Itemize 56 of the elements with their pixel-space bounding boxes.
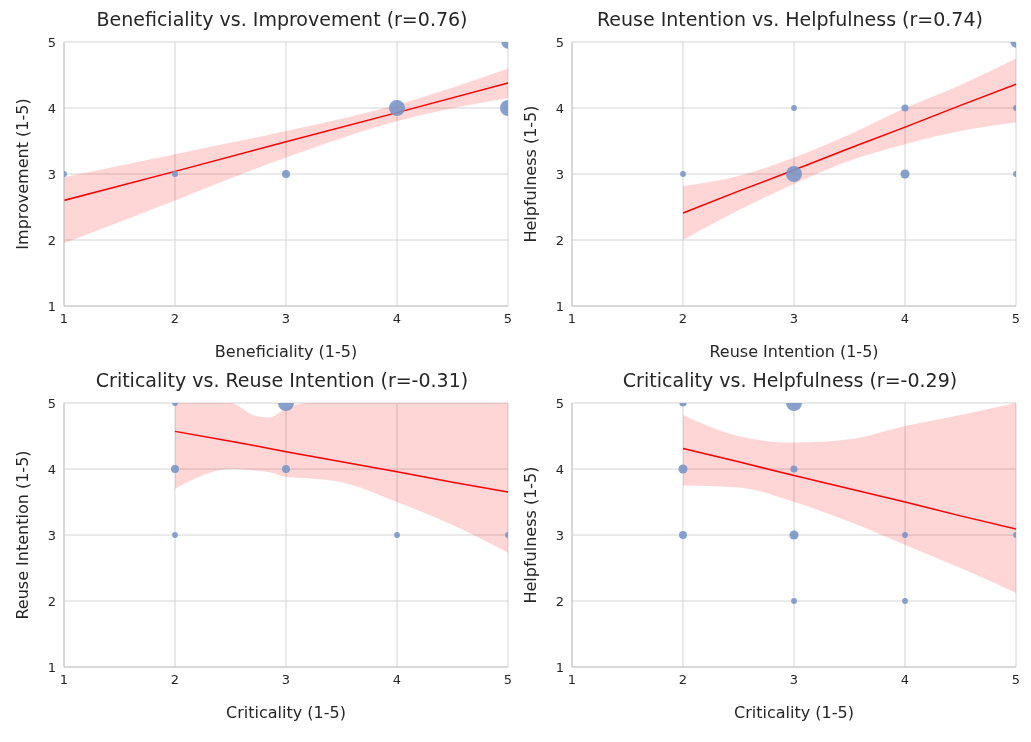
x-tick-label: 3 — [281, 311, 291, 327]
x-tick-label: 2 — [678, 672, 688, 688]
x-tick-label: 1 — [59, 311, 69, 327]
y-tick-label: 2 — [555, 232, 564, 248]
y-tick-label: 2 — [555, 593, 564, 609]
y-tick-label: 1 — [47, 298, 56, 314]
x-tick-label: 5 — [503, 311, 513, 327]
chart-title: Reuse Intention vs. Helpfulness (r=0.74) — [596, 8, 984, 32]
y-axis-title: Reuse Intention (1-5) — [12, 450, 32, 620]
y-tick-label: 5 — [555, 395, 564, 411]
y-tick-label: 5 — [47, 395, 56, 411]
y-tick-label: 4 — [555, 461, 564, 477]
line-series — [174, 430, 508, 493]
y-axis-title: Improvement (1-5) — [12, 98, 32, 250]
line-series — [64, 82, 508, 202]
chart-title: Criticality vs. Helpfulness (r=-0.29) — [621, 369, 959, 393]
x-tick-label: 3 — [281, 672, 291, 688]
y-tick-label: 4 — [47, 461, 56, 477]
x-tick-label: 4 — [392, 311, 402, 327]
chart-title: Criticality vs. Reuse Intention (r=-0.31) — [94, 369, 470, 393]
chart-title: Beneficiality vs. Improvement (r=0.76) — [95, 8, 469, 32]
x-axis-title: Reuse Intention (1-5) — [709, 342, 879, 361]
x-tick-label: 2 — [170, 311, 180, 327]
x-tick-label: 4 — [900, 311, 910, 327]
line-series — [682, 83, 1016, 214]
y-tick-label: 3 — [555, 166, 564, 182]
y-tick-label: 4 — [555, 100, 564, 116]
y-tick-label: 5 — [47, 34, 56, 50]
x-tick-label: 5 — [1011, 672, 1021, 688]
y-tick-label: 1 — [555, 659, 564, 675]
x-tick-label: 4 — [900, 672, 910, 688]
x-tick-label: 3 — [789, 311, 799, 327]
x-axis-title: Criticality (1-5) — [226, 703, 346, 722]
x-tick-label: 1 — [567, 311, 577, 327]
x-tick-label: 4 — [392, 672, 402, 688]
x-axis-title: Beneficiality (1-5) — [214, 342, 358, 361]
y-tick-label: 2 — [47, 232, 56, 248]
y-axis-title: Helpfulness (1-5) — [520, 466, 540, 604]
x-tick-label: 2 — [170, 672, 180, 688]
x-tick-label: 5 — [503, 672, 513, 688]
y-tick-label: 3 — [47, 166, 56, 182]
y-tick-label: 1 — [555, 298, 564, 314]
y-tick-label: 3 — [47, 527, 56, 543]
y-tick-label: 3 — [555, 527, 564, 543]
x-tick-label: 2 — [678, 311, 688, 327]
x-tick-label: 1 — [567, 672, 577, 688]
x-tick-label: 3 — [789, 672, 799, 688]
y-tick-label: 1 — [47, 659, 56, 675]
x-tick-label: 1 — [59, 672, 69, 688]
y-axis-title: Helpfulness (1-5) — [520, 105, 540, 243]
x-tick-label: 5 — [1011, 311, 1021, 327]
y-tick-label: 5 — [555, 34, 564, 50]
y-tick-label: 4 — [47, 100, 56, 116]
line-series — [682, 447, 1016, 530]
x-axis-title: Criticality (1-5) — [734, 703, 854, 722]
y-tick-label: 2 — [47, 593, 56, 609]
